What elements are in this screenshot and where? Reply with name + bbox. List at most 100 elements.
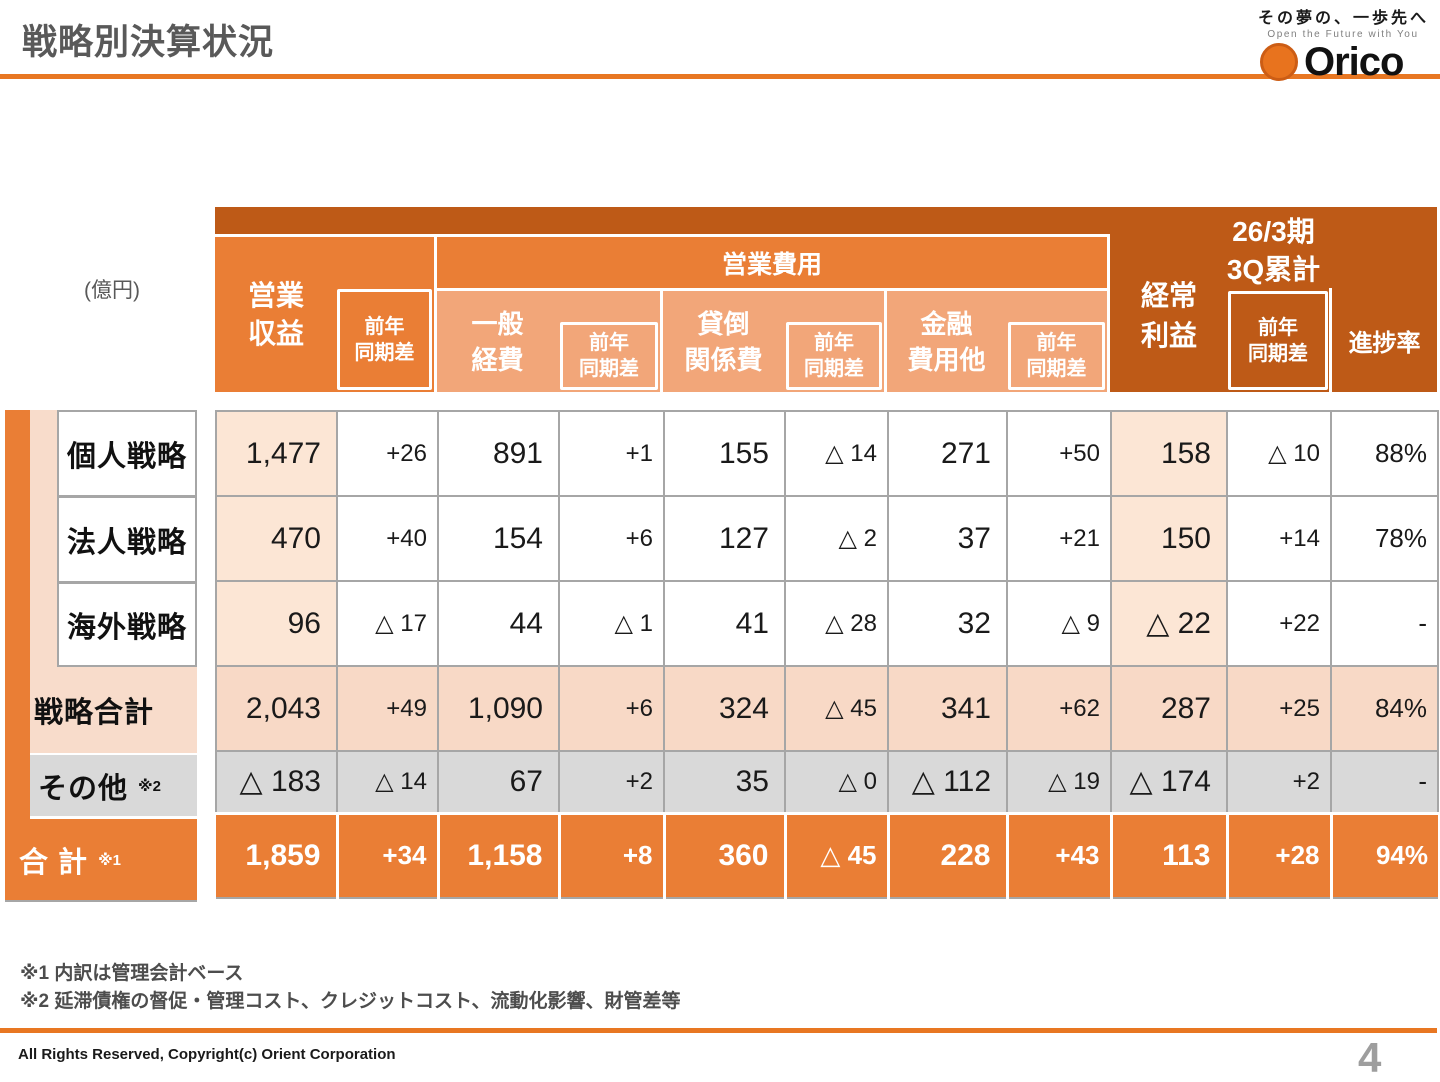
cell-corporate-col8: 150	[1110, 495, 1228, 582]
header-credit-cost-yoy-label: 前年 同期差	[804, 332, 864, 380]
cell-grand-total-col7: +43	[1005, 811, 1111, 899]
row-label-grand-total-note: ※1	[98, 851, 121, 869]
strategy-group-strip	[30, 410, 57, 667]
cell-other-col8: △ 174	[1110, 750, 1228, 814]
cell-overseas-col8: △ 22	[1110, 580, 1228, 667]
cell-overseas-col6: 32	[887, 580, 1008, 667]
cell-strategy-total-col3: +6	[558, 665, 665, 752]
company-logo: その夢の、一歩先へ Open the Future with You Orico	[1258, 4, 1428, 82]
cell-strategy-total-col0: 2,043	[215, 665, 338, 752]
cell-strategy-total-col6: 341	[887, 665, 1008, 752]
logo-tagline-jp: その夢の、一歩先へ	[1258, 10, 1430, 27]
cell-overseas-col4: 41	[663, 580, 786, 667]
row-label-grand-total: 合 計 ※1	[5, 819, 197, 902]
cell-other-col6: △ 112	[887, 750, 1008, 814]
table-row-grand-total: 1,859 +34 1,158 +8 360 △ 45 228 +43 113 +28 94%	[216, 811, 1438, 899]
cell-overseas-col10: -	[1330, 580, 1439, 667]
page-number: 4	[1358, 1034, 1382, 1081]
cell-corporate-col0: 470	[215, 495, 338, 582]
cell-personal-col10: 88%	[1330, 410, 1439, 497]
cell-strategy-total-col7: +62	[1006, 665, 1112, 752]
row-label-other-note: ※2	[138, 777, 161, 795]
cell-corporate-col2: 154	[437, 495, 560, 582]
header-general-expenses-yoy-box: 前年 同期差	[560, 322, 658, 390]
cell-grand-total-col6: 228	[886, 811, 1007, 899]
cell-personal-col5: △ 14	[784, 410, 889, 497]
row-label-personal-text: 個人戦略	[66, 440, 187, 473]
cell-other-col7: △ 19	[1006, 750, 1112, 814]
cell-strategy-total-col4: 324	[663, 665, 786, 752]
cell-overseas-col1: △ 17	[336, 580, 439, 667]
row-label-overseas: 海外戦略	[57, 582, 197, 667]
cell-strategy-total-col1: +49	[336, 665, 439, 752]
cell-grand-total-col1: +34	[335, 811, 438, 899]
cell-overseas-col0: 96	[215, 580, 338, 667]
cell-personal-col8: 158	[1110, 410, 1228, 497]
header-revenue-yoy-label: 前年 同期差	[354, 315, 415, 364]
header-financial-expenses-yoy-label: 前年 同期差	[1026, 332, 1087, 380]
page-title: 戦略別決算状況	[22, 23, 275, 62]
cell-other-col1: △ 14	[336, 750, 439, 814]
footnote-1: ※1 内訳は管理会計ベース	[20, 963, 244, 984]
cell-strategy-total-col5: △ 45	[784, 665, 889, 752]
header-profit-yoy-box: 前年 同期差	[1228, 291, 1328, 390]
cell-corporate-col5: △ 2	[784, 495, 889, 582]
header-general-expenses: 一般 経費 前年 同期差	[437, 291, 660, 392]
header-general-expenses-yoy-label: 前年 同期差	[579, 332, 639, 380]
cell-corporate-col7: +21	[1006, 495, 1112, 582]
header-operating-revenue: 営業 収益 前年 同期差	[215, 237, 434, 392]
table-row-overseas: 96 △ 17 44 △ 1 41 △ 28 32 △ 9 △ 22 +22-	[215, 580, 1439, 667]
header-operating-revenue-label: 営業 収益	[247, 279, 304, 349]
row-label-personal: 個人戦略	[57, 410, 197, 497]
row-label-strategy-total: 戦略合計	[30, 667, 197, 753]
row-label-overseas-text: 海外戦略	[66, 611, 187, 644]
table-row-strategy-total: 2,043 +49 1,090 +6 324 △ 45 341 +62 287 +25 84%	[215, 665, 1439, 752]
cell-overseas-col3: △ 1	[558, 580, 665, 667]
cell-grand-total-col9: +28	[1225, 811, 1331, 899]
cell-personal-col3: +1	[558, 410, 665, 497]
cell-grand-total-col5: △ 45	[783, 811, 888, 899]
cell-corporate-col6: 37	[887, 495, 1008, 582]
cell-personal-col4: 155	[663, 410, 786, 497]
bottom-divider	[0, 1028, 1437, 1033]
header-operating-expenses-band: 営業費用	[437, 237, 1107, 288]
cell-personal-col0: 1,477	[215, 410, 338, 497]
header-financial-expenses-label: 金融 費用他	[907, 308, 986, 375]
cell-overseas-col2: 44	[437, 580, 560, 667]
results-table: 1,477 +26 891 +1 155 △ 14 271 +50 158 △ 10 88% 470 +…	[215, 410, 1439, 899]
unit-label: (億円)	[84, 279, 140, 302]
cell-other-col9: +2	[1226, 750, 1332, 814]
orico-circle-icon	[1260, 43, 1298, 81]
row-label-corporate: 法人戦略	[57, 496, 197, 583]
cell-other-col10: -	[1330, 750, 1439, 814]
row-label-other: その他 ※2	[30, 755, 197, 816]
cell-corporate-col3: +6	[558, 495, 665, 582]
header-credit-cost: 貸倒 関係費 前年 同期差	[663, 291, 884, 392]
cell-other-col3: +2	[558, 750, 665, 814]
row-label-grand-total-text: 合 計	[19, 846, 89, 879]
table-row-personal: 1,477 +26 891 +1 155 △ 14 271 +50 158 △ 10 88%	[215, 410, 1439, 497]
header-operating-expenses-label: 営業費用	[721, 250, 822, 279]
header-financial-expenses: 金融 費用他 前年 同期差	[887, 291, 1107, 392]
top-divider	[0, 74, 1440, 79]
header-period-group: 26/3期 3Q累計 経常 利益 前年 同期差 進捗率	[1110, 207, 1437, 392]
header-profit-yoy-label: 前年 同期差	[1248, 316, 1308, 365]
cell-other-col4: 35	[663, 750, 786, 814]
cell-personal-col1: +26	[336, 410, 439, 497]
footnote-2: ※2 延滞債権の督促・管理コスト、クレジットコスト、流動化影響、財管差等	[20, 991, 681, 1012]
table-row-other: △ 183 △ 14 67 +2 35 △ 0 △ 112 △ 19 △ 174 +2-	[215, 750, 1439, 814]
cell-corporate-col9: +14	[1226, 495, 1332, 582]
logo-brand-name: Orico	[1304, 40, 1404, 84]
header-financial-expenses-yoy-box: 前年 同期差	[1008, 322, 1105, 390]
cell-personal-col2: 891	[437, 410, 560, 497]
cell-grand-total-col3: +8	[557, 811, 664, 899]
cell-strategy-total-col9: +25	[1226, 665, 1332, 752]
row-label-other-text: その他	[38, 772, 129, 805]
header-general-expenses-label: 一般 経費	[471, 308, 524, 375]
header-credit-cost-yoy-box: 前年 同期差	[786, 322, 882, 390]
cell-grand-total-col10: 94%	[1329, 811, 1438, 899]
cell-corporate-col1: +40	[336, 495, 439, 582]
row-label-strategy-total-text: 戦略合計	[34, 697, 155, 729]
cell-overseas-col7: △ 9	[1006, 580, 1112, 667]
cell-grand-total-col2: 1,158	[436, 811, 559, 899]
